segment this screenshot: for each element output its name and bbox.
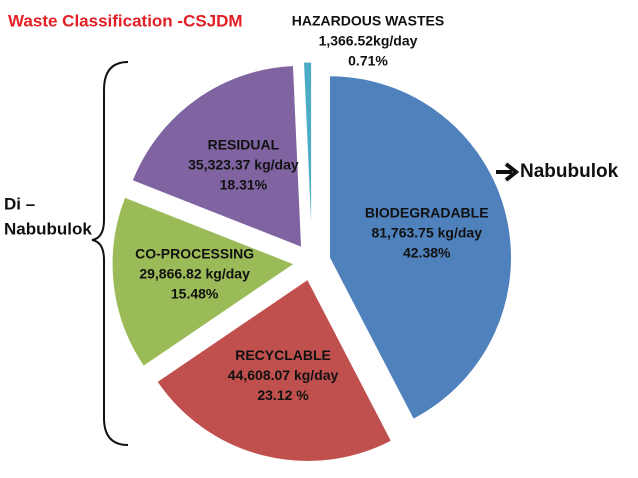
slice-percent: 18.31% [220, 177, 268, 193]
slice-weight: 29,866.82 kg/day [139, 266, 250, 282]
arrow [496, 162, 520, 182]
slice-label: BIODEGRADABLE [365, 205, 489, 221]
slice-weight: 35,323.37 kg/day [188, 157, 299, 173]
slice-weight: 1,366.52kg/day [319, 33, 418, 49]
annotation: Nabubulok [520, 161, 619, 182]
slice-label: RECYCLABLE [235, 347, 331, 363]
slice-percent: 23.12 % [257, 387, 309, 403]
pie-slice [328, 75, 512, 420]
slice-label: HAZARDOUS WASTES [292, 13, 444, 29]
pie-slice [111, 196, 296, 367]
slice-percent: 42.38% [403, 245, 451, 261]
slice-percent: 15.48% [171, 286, 219, 302]
brace [91, 61, 129, 446]
pie-slice [156, 278, 393, 462]
slice-weight: 81,763.75 kg/day [371, 225, 482, 241]
pie-slice [131, 65, 303, 249]
slice-label: RESIDUAL [208, 137, 280, 153]
slice-percent: 0.71% [348, 53, 388, 69]
pie-slice [302, 61, 313, 245]
slice-label: CO-PROCESSING [135, 246, 254, 262]
annotation: Nabubulok [4, 219, 92, 238]
annotation: Di – [4, 194, 35, 213]
chart-title: Waste Classification -CSJDM [8, 11, 243, 30]
slice-weight: 44,608.07 kg/day [228, 367, 339, 383]
